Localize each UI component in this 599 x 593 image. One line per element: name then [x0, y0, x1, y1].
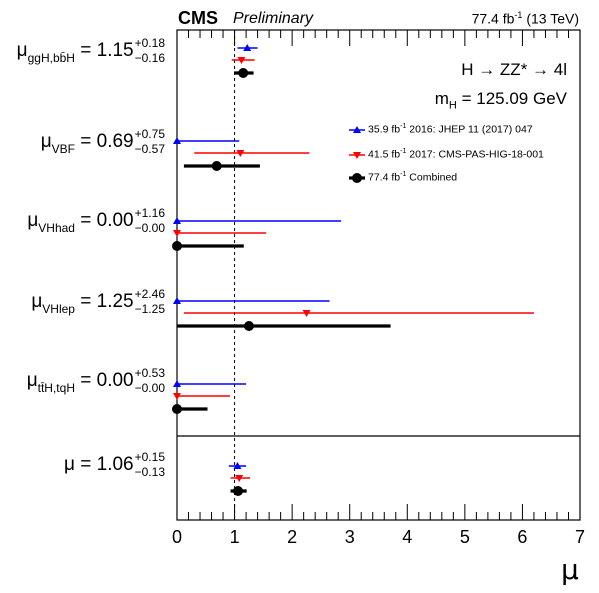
- mu-symbol: μ: [16, 40, 28, 62]
- category-label: μggH,bb̄H = 1.15 +0.18 −0.16: [17, 36, 165, 66]
- marker-circle: [211, 161, 222, 171]
- legend-entry: 35.9 fb-1 2016: JHEP 11 (2017) 047: [368, 123, 533, 136]
- x-tick-label: 7: [575, 527, 585, 547]
- marker-circle: [243, 321, 254, 331]
- uncertainty-up: +0.53: [134, 366, 165, 380]
- legend-label-text: Combined: [406, 171, 458, 184]
- mass-annotation: mH = 125.09 GeV: [435, 89, 567, 111]
- uncertainty-down: −0.00: [134, 381, 165, 395]
- mu-symbol: μ: [40, 131, 52, 153]
- x-tick-label: 6: [517, 527, 527, 547]
- uncertainty-down: −0.13: [134, 465, 165, 479]
- mu-uncertainty: +0.75 −0.57: [135, 127, 165, 157]
- legend-label-exponent: -1: [400, 148, 407, 155]
- mass-value: = 125.09 GeV: [456, 89, 567, 108]
- uncertainty-down: −1.25: [134, 302, 165, 316]
- marker-circle: [238, 68, 249, 78]
- marker-circle: [172, 241, 182, 251]
- energy-label: (13 TeV): [526, 10, 579, 27]
- mu-uncertainty: +2.46 −1.25: [135, 287, 165, 317]
- mass-symbol: m: [434, 89, 449, 108]
- x-tick-label: 1: [230, 527, 240, 547]
- status-label: Preliminary: [233, 10, 314, 27]
- mu-uncertainty: +0.18 −0.16: [135, 36, 165, 66]
- marker-triangle-up: [173, 380, 181, 387]
- mu-subscript: VHlep: [42, 302, 75, 317]
- uncertainty-down: −0.16: [134, 51, 165, 65]
- mass-subscript: H: [448, 99, 457, 112]
- uncertainty-up: +2.46: [134, 287, 165, 301]
- marker-triangle-up: [173, 297, 181, 304]
- mu-value: = 0.00: [74, 210, 134, 232]
- x-tick-label: 0: [172, 527, 182, 547]
- marker-triangle-down: [237, 57, 246, 64]
- uncertainty-down: −0.00: [134, 221, 165, 235]
- legend-label: 35.9 fb: [368, 123, 401, 136]
- category-label: μVHhad = 0.00 +1.16 −0.00: [27, 206, 165, 236]
- legend-label-exponent: -1: [400, 171, 407, 178]
- legend-label-exponent: -1: [400, 123, 407, 130]
- category-label: μVHlep = 1.25 +2.46 −1.25: [31, 287, 165, 317]
- x-axis-title: μ: [561, 553, 579, 586]
- mu-subscript: ggH,bb̄H: [27, 51, 75, 66]
- category-label: μVBF = 0.69 +0.75 −0.57: [41, 127, 165, 157]
- lumi-value: 77.4 fb: [471, 10, 515, 27]
- marker-triangle-up: [173, 217, 181, 224]
- marker-circle: [352, 173, 362, 183]
- x-tick-label: 2: [287, 527, 297, 547]
- marker-triangle-down: [173, 393, 181, 400]
- mu-uncertainty: +1.16 −0.00: [135, 206, 165, 236]
- legend-label-text: 2016: JHEP 11 (2017) 047: [406, 123, 533, 136]
- mu-symbol: μ: [26, 370, 38, 392]
- mu-value: = 1.15: [74, 40, 134, 62]
- mu-subscript: tt̄H,tqH: [37, 381, 75, 396]
- luminosity-label: 77.4 fb-1 (13 TeV): [472, 10, 579, 27]
- uncertainty-up: +0.15: [134, 450, 165, 464]
- mu-symbol: μ: [31, 291, 43, 313]
- legend-entry: 41.5 fb-1 2017: CMS-PAS-HIG-18-001: [368, 148, 544, 161]
- marker-triangle-down: [235, 475, 244, 482]
- marker-triangle-up: [173, 137, 181, 144]
- category-label: μtt̄H,tqH = 0.00 +0.53 −0.00: [27, 366, 165, 396]
- marker-circle: [172, 404, 182, 414]
- x-tick-label: 4: [402, 527, 412, 547]
- mu-uncertainty: +0.53 −0.00: [135, 366, 165, 396]
- lumi-exponent: -1: [514, 10, 523, 20]
- mu-symbol: μ: [27, 210, 39, 232]
- mu-value: = 1.06: [74, 454, 134, 476]
- category-label: μ = 1.06 +0.15 −0.13: [64, 450, 165, 480]
- x-tick-label: 3: [345, 527, 355, 547]
- uncertainty-up: +1.16: [134, 206, 165, 220]
- legend-label: 41.5 fb: [368, 148, 401, 161]
- mu-subscript: VBF: [51, 142, 75, 157]
- legend-entry: 77.4 fb-1 Combined: [368, 171, 457, 184]
- mu-value: = 0.00: [74, 370, 134, 392]
- mu-subscript: VHhad: [38, 221, 75, 236]
- marker-triangle-up: [353, 126, 361, 133]
- marker-triangle-down: [302, 310, 311, 317]
- experiment-label: CMS: [178, 8, 218, 28]
- marker-triangle-down: [353, 152, 361, 159]
- process-annotation: H → ZZ* → 4l: [461, 60, 567, 79]
- mu-uncertainty: +0.15 −0.13: [135, 450, 165, 480]
- mu-value: = 1.25: [74, 291, 134, 313]
- legend-label: 77.4 fb: [368, 171, 401, 184]
- x-tick-label: 5: [460, 527, 470, 547]
- marker-circle: [233, 486, 244, 496]
- marker-triangle-up: [233, 462, 242, 469]
- marker-triangle-up: [243, 44, 252, 51]
- uncertainty-up: +0.18: [134, 36, 165, 50]
- plot-frame: [176, 29, 581, 521]
- mu-value: = 0.69: [74, 131, 134, 153]
- mu-symbol: μ: [64, 454, 75, 476]
- marker-triangle-down: [236, 150, 245, 157]
- uncertainty-up: +0.75: [134, 127, 165, 141]
- marker-triangle-down: [173, 230, 181, 237]
- uncertainty-down: −0.57: [134, 142, 165, 156]
- legend-label-text: 2017: CMS-PAS-HIG-18-001: [406, 148, 544, 161]
